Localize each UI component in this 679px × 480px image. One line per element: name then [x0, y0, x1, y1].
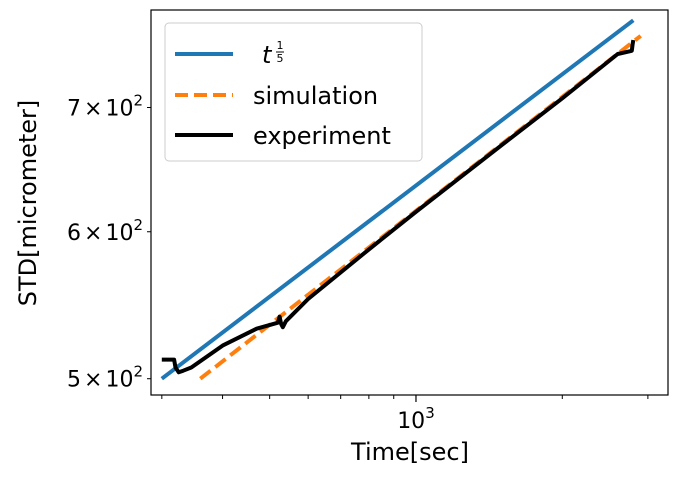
x-tick-exponent: 3 [425, 404, 435, 422]
y-tick-label: 7 × 102 [67, 91, 143, 121]
y-tick-mantissa: 5 [67, 368, 81, 393]
x-tick-label: 103 [397, 404, 435, 434]
plot-frame [150, 9, 669, 396]
y-tick-mantissa: 6 [67, 221, 81, 246]
y-tick-exponent: 2 [133, 91, 143, 109]
y-tick-times: × [84, 221, 102, 246]
series-layer [160, 18, 642, 381]
legend-exponent-denominator: 5 [277, 52, 284, 65]
legend: t 15 simulation experiment [164, 22, 423, 162]
y-tick-base: 10 [105, 221, 133, 246]
x-axis-label: Time[sec] [350, 438, 469, 466]
legend-exponent-numerator: 1 [277, 39, 284, 52]
y-tick-label: 5 × 102 [67, 363, 143, 393]
series-line-t-1-5- [160, 18, 635, 381]
y-tick-base: 10 [105, 368, 133, 393]
legend-label-experiment: experiment [253, 122, 391, 150]
y-tick-times: × [84, 96, 102, 121]
y-tick-exponent: 2 [133, 363, 143, 381]
x-tick-base: 10 [397, 409, 425, 434]
y-tick-label: 6 × 102 [67, 216, 143, 246]
legend-box [164, 22, 423, 162]
y-tick-mantissa: 7 [67, 96, 81, 121]
y-tick-base: 10 [105, 96, 133, 121]
legend-label-simulation: simulation [253, 82, 378, 110]
y-tick-exponent: 2 [133, 216, 143, 234]
legend-label-power-law: t [262, 41, 273, 69]
y-tick-times: × [84, 368, 102, 393]
y-axis-label: STD[micrometer] [14, 100, 42, 307]
series-line-experiment [161, 39, 636, 375]
